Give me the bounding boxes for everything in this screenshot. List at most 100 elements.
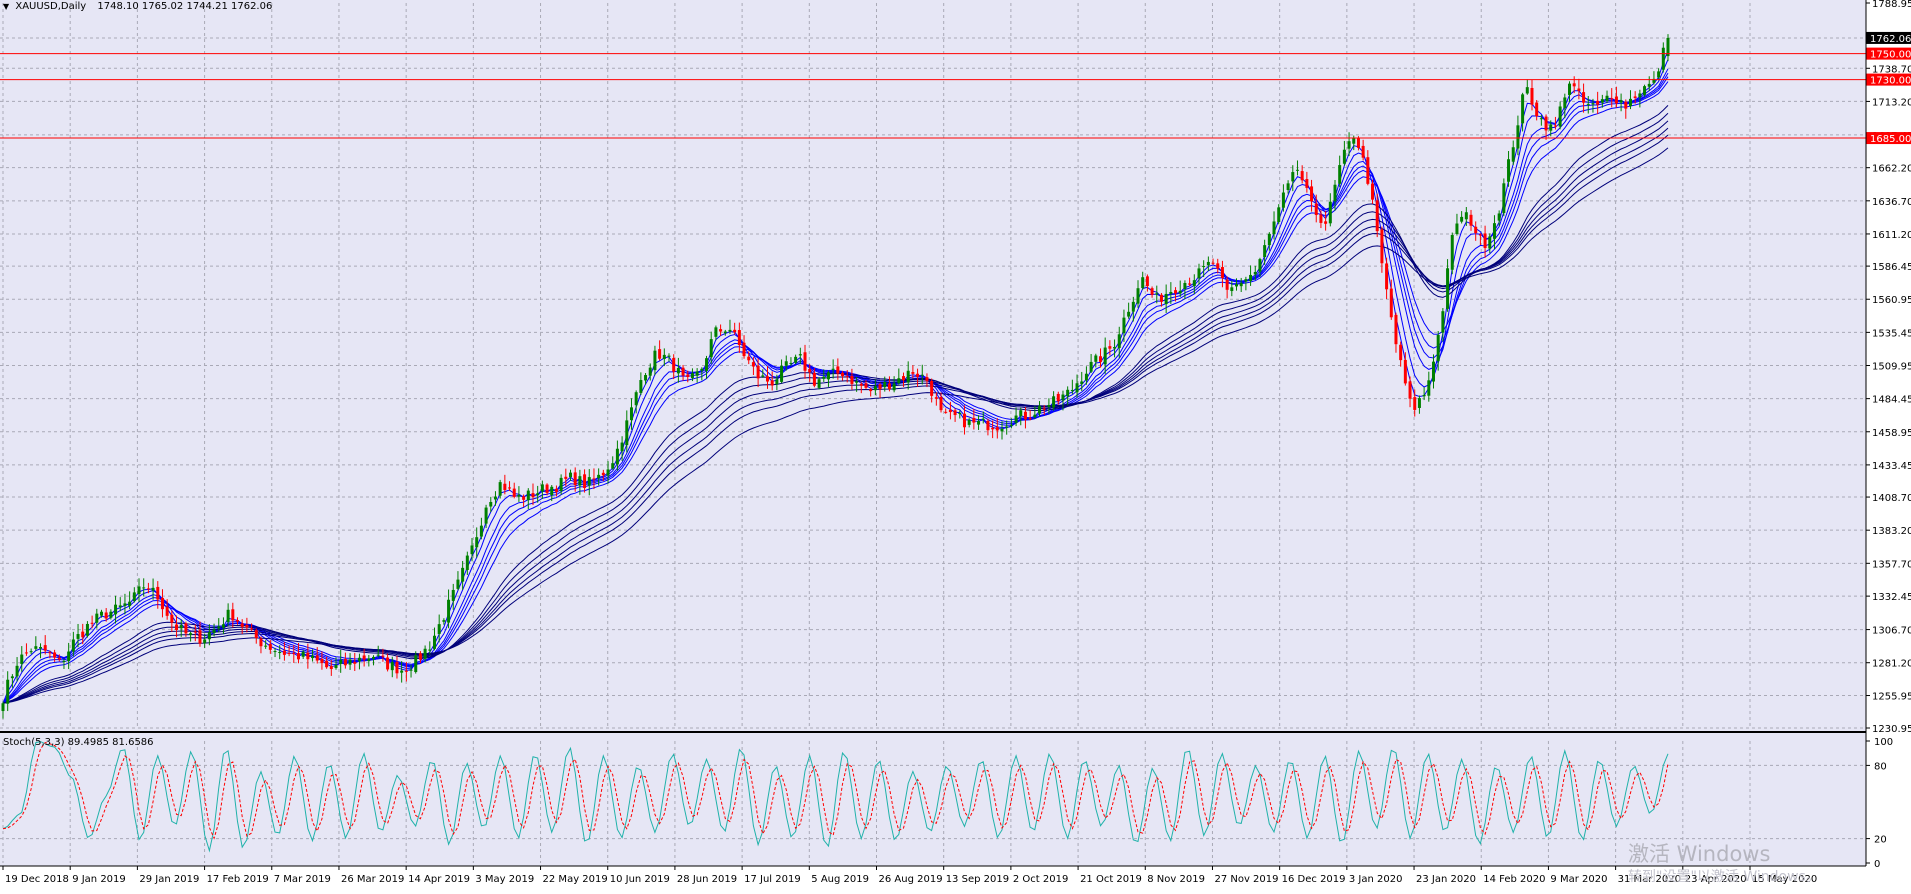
candle-body <box>967 419 971 425</box>
candle-body <box>944 411 948 413</box>
date-tick-label: 31 Mar 2020 <box>1618 874 1681 885</box>
ema-line <box>2 127 1669 704</box>
candle-body <box>831 368 835 370</box>
candle-body <box>1164 293 1168 305</box>
candle-body <box>1192 280 1196 286</box>
candle-body <box>1230 287 1234 292</box>
candle-body <box>925 377 929 382</box>
candle-body <box>343 659 347 666</box>
candle-body <box>1511 147 1515 162</box>
candle-body <box>1488 236 1492 249</box>
candle-body <box>1366 157 1370 184</box>
candle-body <box>114 604 118 615</box>
candle-body <box>1582 92 1586 103</box>
date-tick-label: 27 Nov 2019 <box>1214 874 1278 885</box>
candle-body <box>1502 183 1506 214</box>
candle-body <box>1450 235 1454 270</box>
candle-body <box>977 420 981 425</box>
date-tick-label: 29 Jan 2019 <box>139 874 199 885</box>
candle-body <box>1333 184 1337 202</box>
moving-averages <box>2 50 1669 704</box>
candle-body <box>1446 268 1450 309</box>
candle-body <box>1525 87 1529 94</box>
candle-body <box>620 442 624 452</box>
candle-body <box>1464 212 1468 220</box>
candle-body <box>1075 383 1079 393</box>
candle-body <box>1300 171 1304 181</box>
candle-body <box>1197 268 1201 279</box>
candle-body <box>484 507 488 524</box>
candle-body <box>737 330 741 346</box>
candle-body <box>1103 347 1107 365</box>
candle-body <box>1098 356 1102 362</box>
candle-body <box>1441 311 1445 333</box>
candle-body <box>531 493 535 498</box>
candle-body <box>334 664 338 669</box>
price-tick-label: 1586.45 <box>1872 262 1911 273</box>
candle-body <box>1389 288 1393 318</box>
candle-body <box>57 657 61 660</box>
price-tick-label: 1230.95 <box>1872 724 1911 735</box>
candle-body <box>1235 284 1239 287</box>
candle-body <box>1610 98 1614 100</box>
candle-body <box>690 373 694 378</box>
candle-body <box>1324 221 1328 224</box>
price-tick-label: 1713.20 <box>1872 97 1911 108</box>
candle-body <box>1352 138 1356 144</box>
candle-body <box>34 646 38 649</box>
date-tick-label: 15 May 2020 <box>1752 874 1817 885</box>
candle-body <box>1216 263 1220 269</box>
candle-body <box>644 375 648 381</box>
candle-body <box>268 643 272 650</box>
candle-body <box>1080 381 1084 384</box>
candle-body <box>653 350 657 371</box>
candle-body <box>1380 229 1384 264</box>
candle-body <box>1295 169 1299 171</box>
candle-body <box>540 484 544 492</box>
candle-body <box>240 623 244 627</box>
candle-body <box>165 606 169 616</box>
candle-body <box>1305 179 1309 188</box>
date-tick-label: 21 Oct 2019 <box>1080 874 1142 885</box>
candle-body <box>292 653 296 655</box>
candle-body <box>156 586 160 600</box>
candle-body <box>109 611 113 618</box>
candle-body <box>1661 47 1665 70</box>
candle-body <box>418 653 422 660</box>
candle-body <box>789 362 793 364</box>
candle-body <box>1643 86 1647 95</box>
candle-body <box>508 487 512 489</box>
candle-body <box>15 665 19 677</box>
collapse-triangle-icon[interactable]: ▼ <box>3 2 10 11</box>
date-tick-label: 26 Aug 2019 <box>879 874 943 885</box>
candle-body <box>1028 418 1032 420</box>
date-tick-label: 10 Jun 2019 <box>610 874 670 885</box>
candle-body <box>573 472 577 486</box>
candle-body <box>118 605 122 608</box>
candle-body <box>395 661 399 674</box>
candle-body <box>1539 118 1543 120</box>
candle-body <box>648 367 652 376</box>
candle-body <box>278 651 282 653</box>
candle-body <box>1356 137 1360 148</box>
candle-body <box>916 373 920 377</box>
candle-body <box>85 623 89 636</box>
candle-body <box>1253 271 1257 275</box>
candle-body <box>822 376 826 379</box>
level-price-tag: 1685.00 <box>1870 134 1911 145</box>
candle-body <box>1070 389 1074 391</box>
price-tick-label: 1662.20 <box>1872 164 1911 175</box>
candle-body <box>1535 102 1539 117</box>
candle-body <box>132 592 136 601</box>
candle-body <box>1056 393 1060 402</box>
candle-body <box>526 490 530 501</box>
candle-body <box>686 374 690 377</box>
candle-body <box>348 659 352 665</box>
candle-body <box>1600 99 1604 103</box>
price-tick-label: 1408.70 <box>1872 493 1911 504</box>
candle-body <box>794 356 798 363</box>
candle-body <box>465 555 469 570</box>
horizontal-levels <box>0 53 1866 139</box>
candle-body <box>90 622 94 624</box>
